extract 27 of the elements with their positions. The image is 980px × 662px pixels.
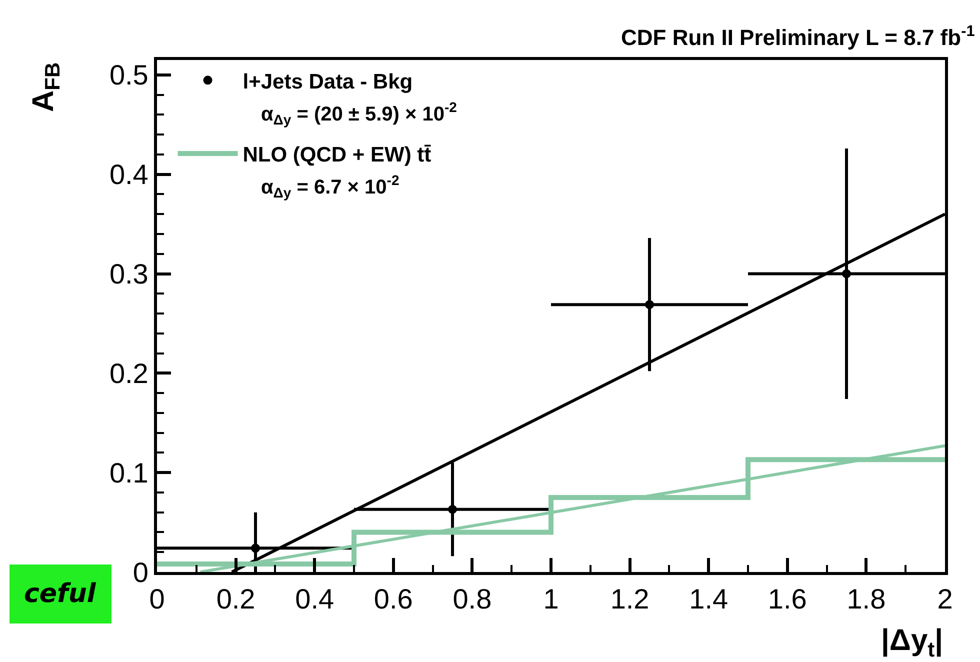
x-tick-label: 2 xyxy=(937,584,953,615)
text: ceful xyxy=(24,579,97,609)
annotation: α$_{Δy}$ = (20 ± 5.9) × 10$^{-2}$ xyxy=(261,99,458,128)
x-tick-label: 0.4 xyxy=(295,584,334,615)
annotation: α$_{Δy}$ = 6.7 × 10$^{-2}$ xyxy=(261,172,400,201)
x-tick-label: 0.8 xyxy=(452,584,492,615)
y-tick-label: 0.4 xyxy=(109,159,148,190)
x-tick-label: 1.8 xyxy=(846,584,886,615)
x-tick-label: 0.2 xyxy=(216,584,256,615)
y-tick-label: 0.5 xyxy=(109,60,148,91)
y-tick-label: 0.1 xyxy=(109,457,148,488)
point xyxy=(645,300,654,310)
chart-title: CDF Run II Preliminary L = 8.7 fb$^{-1}$ xyxy=(621,23,976,50)
y-tick-label: 0.2 xyxy=(109,358,148,389)
x-tick-label: 1.4 xyxy=(689,584,728,615)
point xyxy=(251,544,260,553)
legend-label: NLO (QCD + EW) tt̄ xyxy=(242,144,432,167)
y-tick-label: 0 xyxy=(132,556,148,588)
y-tick-label: 0.3 xyxy=(109,258,148,290)
x-axis-title: |Δy$_{t}$| xyxy=(881,624,944,662)
point xyxy=(842,269,851,278)
point xyxy=(448,504,457,514)
x-tick-label: 0.6 xyxy=(374,584,413,615)
legend-label: l+Jets Data - Bkg xyxy=(242,70,413,94)
x-tick-label: 1 xyxy=(543,584,559,615)
x-tick-label: 1.6 xyxy=(768,584,807,615)
x-tick-label: 1.2 xyxy=(610,584,650,615)
